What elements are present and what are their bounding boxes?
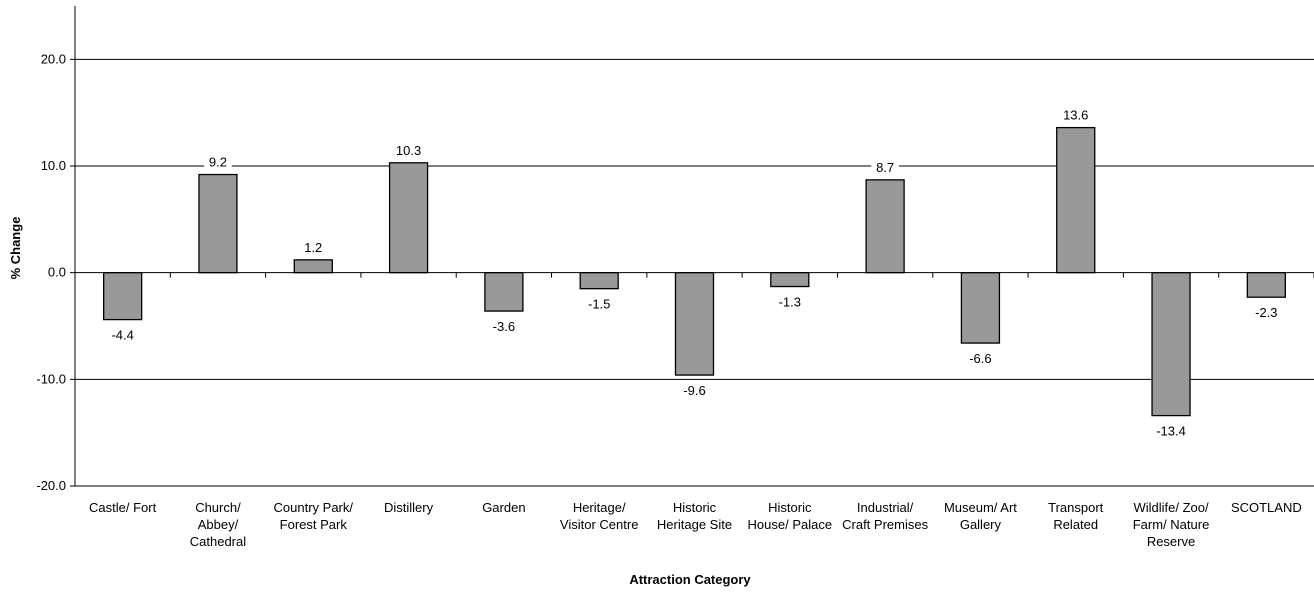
bar (293, 259, 333, 274)
category-label-line: Heritage/ (573, 500, 626, 515)
data-label: -2.3 (1255, 305, 1277, 320)
category-label-line: Abbey/ (198, 517, 239, 532)
labels: -20.0 -10.0 0.0 10.0 20.0 -4.4 9.2 1.2 10.3 -3.6 -… (36, 51, 1301, 549)
category-label: Historic House/ Palace (748, 500, 833, 532)
data-label-bg (486, 319, 522, 335)
data-label: 1.2 (304, 240, 322, 255)
y-tick-label: 0.0 (48, 265, 66, 280)
data-label-bg (871, 159, 899, 175)
category-label-line: Visitor Centre (560, 517, 639, 532)
category-label-line: Related (1053, 517, 1098, 532)
bar (770, 272, 810, 288)
category-label-line: Farm/ Nature (1133, 517, 1210, 532)
category-label: Industrial/Craft Premises (842, 500, 928, 532)
data-label: -13.4 (1156, 424, 1186, 439)
data-label: -6.6 (969, 351, 991, 366)
category-label: Wildlife/ Zoo/Farm/ Nature Reserve (1133, 500, 1210, 549)
data-label-bg (1150, 423, 1193, 439)
bar (103, 272, 143, 321)
category-label-line: Transport (1048, 500, 1104, 515)
bar (198, 173, 238, 274)
category-label: Historic Heritage Site (657, 500, 732, 532)
y-tick-label: 10.0 (41, 158, 66, 173)
bars (103, 126, 1286, 417)
data-label-bg (1058, 107, 1094, 123)
bar (960, 272, 1001, 344)
data-label: 8.7 (876, 160, 894, 175)
data-label: -3.6 (493, 319, 515, 334)
bar (579, 272, 619, 290)
bar (388, 162, 429, 274)
data-label-bg (677, 383, 712, 399)
data-label-bg (581, 296, 617, 312)
category-label: Museum/ Art Gallery (944, 500, 1017, 532)
category-label-line: Wildlife/ Zoo/ (1133, 500, 1209, 515)
data-label: -1.5 (588, 297, 610, 312)
category-label-line: Church/ (195, 500, 241, 515)
category-label: SCOTLAND (1231, 500, 1302, 515)
category-label-line: Gallery (960, 517, 1002, 532)
bar (1056, 126, 1096, 274)
bar (674, 272, 715, 376)
category-label-line: House/ Palace (748, 517, 833, 532)
data-label-bg (963, 351, 998, 367)
category-label: Garden (482, 500, 525, 515)
category-label-line: Reserve (1147, 534, 1195, 549)
category-label-line: Cathedral (190, 534, 246, 549)
category-label: Church/Abbey/Cathedral (190, 500, 246, 549)
category-label-line: Distillery (384, 500, 434, 515)
axes (70, 6, 1314, 487)
data-label: -9.6 (683, 383, 705, 398)
data-label: -1.3 (779, 295, 801, 310)
data-label-bg (299, 239, 328, 255)
category-label-line: Craft Premises (842, 517, 928, 532)
data-label-bg (204, 154, 232, 170)
category-label-line: SCOTLAND (1231, 500, 1302, 515)
category-label: Castle/ Fort (89, 500, 157, 515)
y-axis-title: % Change (8, 217, 23, 280)
y-tick-label: 20.0 (41, 51, 66, 66)
y-tick-label: -10.0 (36, 371, 66, 386)
data-label-bg (772, 294, 808, 310)
category-label-line: Historic (768, 500, 812, 515)
category-label-line: Museum/ Art (944, 500, 1017, 515)
data-label: 9.2 (209, 155, 227, 170)
category-label-line: Heritage Site (657, 517, 732, 532)
bar (1151, 272, 1191, 417)
data-label-bg (1248, 305, 1284, 321)
category-label-line: Castle/ Fort (89, 500, 157, 515)
data-label-bg (105, 327, 141, 343)
category-label: Transport Related (1048, 500, 1104, 532)
bar (484, 272, 524, 312)
category-label-line: Industrial/ (857, 500, 914, 515)
data-label: 10.3 (396, 143, 421, 158)
category-label-line: Country Park/ (274, 500, 354, 515)
data-label-bg (391, 142, 426, 158)
data-label: -4.4 (111, 328, 133, 343)
gridlines (75, 58, 1314, 380)
bar (865, 179, 905, 274)
data-label: 13.6 (1063, 108, 1088, 123)
x-axis-title: Attraction Category (629, 572, 751, 587)
category-label: Distillery (384, 500, 434, 515)
category-label-line: Historic (673, 500, 717, 515)
category-label: Heritage/Visitor Centre (560, 500, 639, 532)
y-tick-label: -20.0 (36, 478, 66, 493)
bar (1246, 272, 1286, 298)
category-label-line: Forest Park (280, 517, 348, 532)
category-label: Country Park/Forest Park (274, 500, 354, 532)
category-label-line: Garden (482, 500, 525, 515)
